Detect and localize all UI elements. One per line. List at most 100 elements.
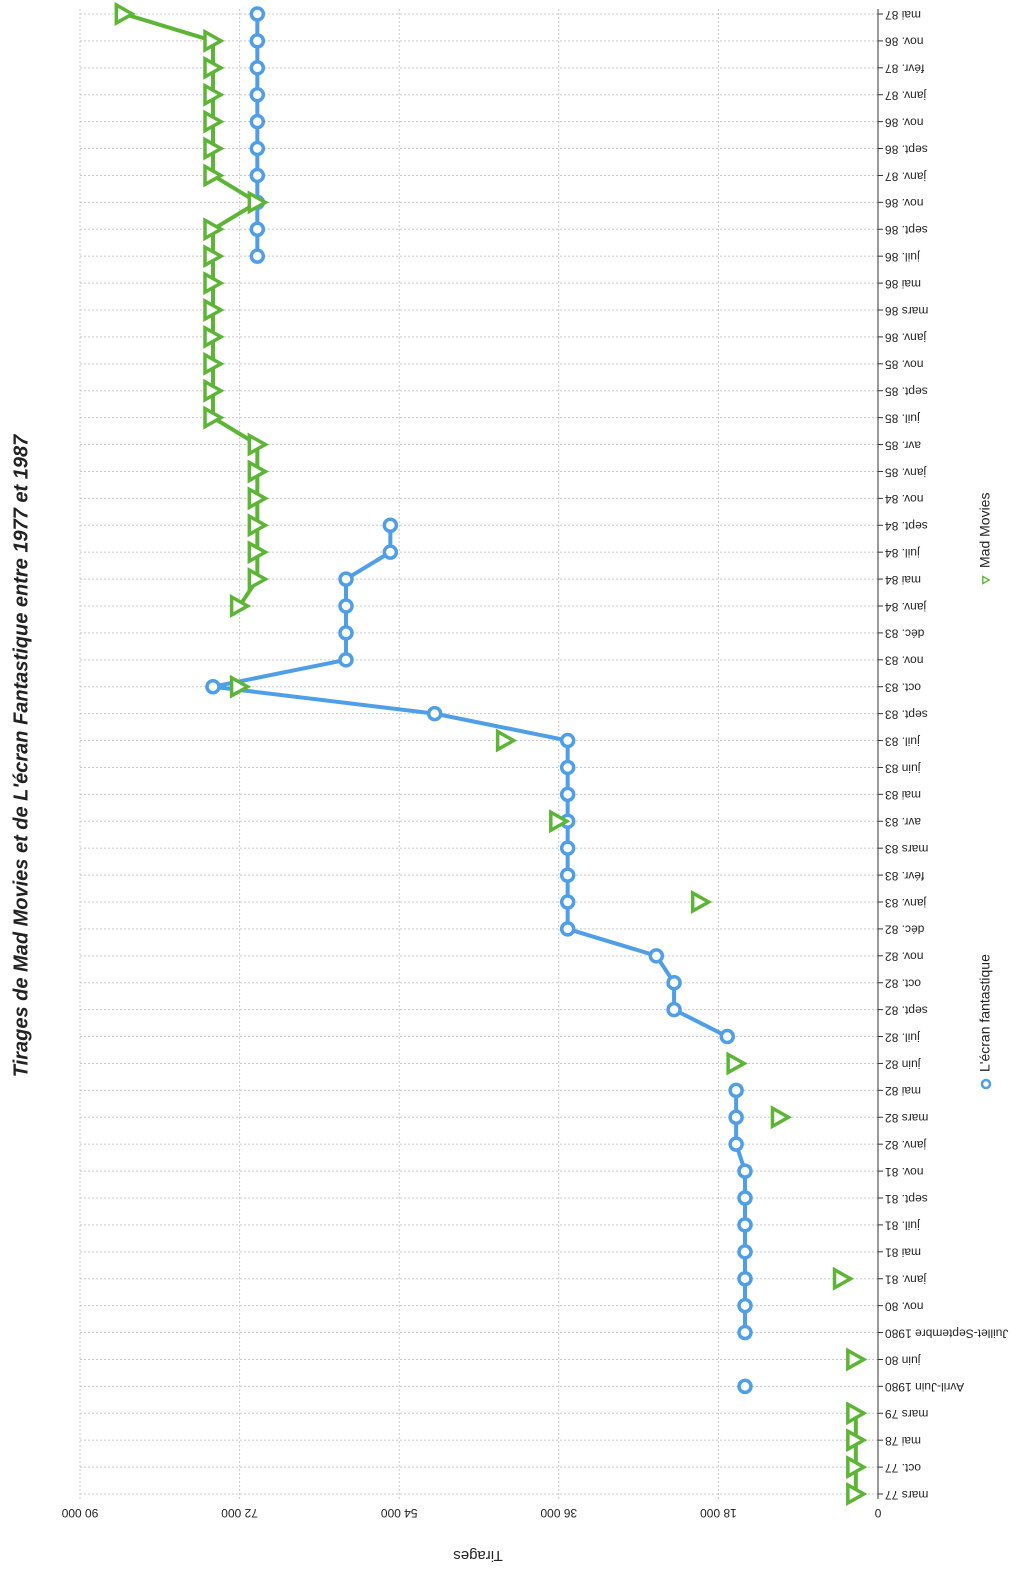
- data-point: [338, 625, 354, 641]
- x-tick-label: nov. 86: [885, 196, 924, 210]
- legend-label: Mad Movies: [977, 493, 993, 568]
- x-tick-label: juin 83: [885, 761, 922, 775]
- data-point: [203, 136, 225, 161]
- x-tick-label: oct. 77: [885, 1461, 921, 1475]
- x-tick-label: juil. 86: [885, 250, 921, 264]
- x-tick-label: sept. 86: [885, 223, 928, 237]
- data-point: [249, 33, 266, 49]
- data-point: [203, 405, 225, 430]
- data-point: [559, 840, 576, 856]
- data-point: [203, 271, 225, 296]
- data-point: [338, 652, 354, 668]
- data-point: [737, 1270, 753, 1287]
- data-point: [203, 163, 225, 188]
- x-tick-label: sept. 82: [885, 1003, 928, 1017]
- x-tick-label: mars 77: [885, 1488, 929, 1502]
- data-point: [382, 544, 399, 560]
- data-point: [846, 1482, 868, 1506]
- x-tick-label: mai 84: [885, 573, 921, 587]
- data-point: [559, 921, 576, 937]
- x-tick-label: sept. 83: [885, 707, 928, 721]
- data-point: [426, 705, 443, 722]
- x-tick-label: mai 87: [885, 8, 921, 22]
- data-point: [203, 28, 225, 53]
- data-point: [728, 1109, 744, 1126]
- data-point: [247, 190, 269, 215]
- x-tick-label: nov. 83: [885, 654, 924, 668]
- x-tick-label: sept. 81: [885, 1192, 928, 1206]
- x-tick-label: janv. 87: [885, 169, 927, 183]
- y-tick-label: 36 000: [540, 1506, 577, 1520]
- data-point: [205, 678, 221, 695]
- x-tick-label: janv. 87: [885, 89, 927, 103]
- chart-title: Tirages de Mad Movies et de L'écran Fant…: [10, 434, 32, 1077]
- x-tick-label: nov. 86: [885, 115, 924, 129]
- data-point: [846, 1401, 868, 1426]
- data-point: [728, 1136, 744, 1152]
- data-point: [247, 567, 269, 592]
- data-point: [203, 298, 225, 322]
- x-tick-label: nov. 80: [885, 1299, 924, 1313]
- x-tick-label: janv. 82: [885, 1138, 927, 1152]
- y-tick-label: 90 000: [61, 1506, 98, 1520]
- data-point: [737, 1163, 753, 1179]
- x-tick-label: avr. 85: [885, 438, 921, 452]
- data-point: [247, 513, 269, 538]
- x-tick-label: juil. 81: [885, 1219, 921, 1233]
- x-tick-label: oct. 82: [885, 977, 921, 991]
- data-point: [338, 571, 354, 587]
- data-point: [719, 1028, 736, 1045]
- data-point: [737, 1378, 753, 1395]
- x-tick-label: janv. 86: [885, 331, 927, 345]
- data-point: [549, 809, 571, 834]
- y-tick-label: 72 000: [221, 1506, 258, 1520]
- data-point: [203, 244, 225, 269]
- data-point: [737, 1244, 753, 1260]
- data-point: [728, 1082, 744, 1099]
- data-point: [249, 140, 266, 157]
- data-point: [338, 598, 354, 614]
- x-tick-label: janv. 84: [885, 600, 927, 614]
- legend-label: L'écran fantastique: [977, 954, 993, 1072]
- data-point: [249, 167, 266, 184]
- data-point: [229, 674, 252, 699]
- data-point: [249, 221, 266, 238]
- data-point: [249, 60, 266, 76]
- x-tick-label: mars 82: [885, 1111, 929, 1125]
- data-point: [249, 86, 266, 103]
- data-point: [203, 82, 225, 107]
- x-tick-label: sept. 86: [885, 142, 928, 156]
- data-point: [737, 1297, 753, 1314]
- data-point: [249, 248, 266, 264]
- data-point: [846, 1347, 868, 1372]
- data-point: [770, 1105, 793, 1130]
- x-tick-label: nov. 82: [885, 950, 924, 964]
- x-tick-label: janv. 83: [885, 896, 927, 910]
- data-point: [203, 324, 225, 349]
- data-point: [666, 1001, 682, 1018]
- x-tick-label: mars 86: [885, 304, 929, 318]
- data-point: [559, 867, 576, 883]
- data-point: [249, 113, 266, 130]
- x-tick-label: nov. 84: [885, 492, 924, 506]
- x-tick-label: févr. 87: [885, 62, 925, 76]
- x-tick-label: nov. 85: [885, 358, 924, 372]
- x-tick-label: déc. 82: [885, 923, 925, 937]
- data-point: [247, 486, 269, 511]
- data-point: [114, 2, 136, 26]
- data-point: [832, 1266, 855, 1291]
- data-point: [737, 1217, 753, 1233]
- x-tick-label: juil. 84: [885, 546, 921, 560]
- x-tick-label: nov. 86: [885, 35, 924, 49]
- x-tick-label: juil. 83: [885, 734, 921, 748]
- data-point: [203, 378, 225, 403]
- data-point: [666, 974, 682, 991]
- x-tick-label: sept. 84: [885, 519, 928, 533]
- data-point: [690, 890, 713, 914]
- x-tick-label: sept. 85: [885, 385, 928, 399]
- data-point: [203, 55, 225, 80]
- x-tick-label: déc. 83: [885, 627, 925, 641]
- x-tick-label: Juillet-Septembre 1980: [885, 1326, 1009, 1340]
- data-point: [648, 948, 665, 964]
